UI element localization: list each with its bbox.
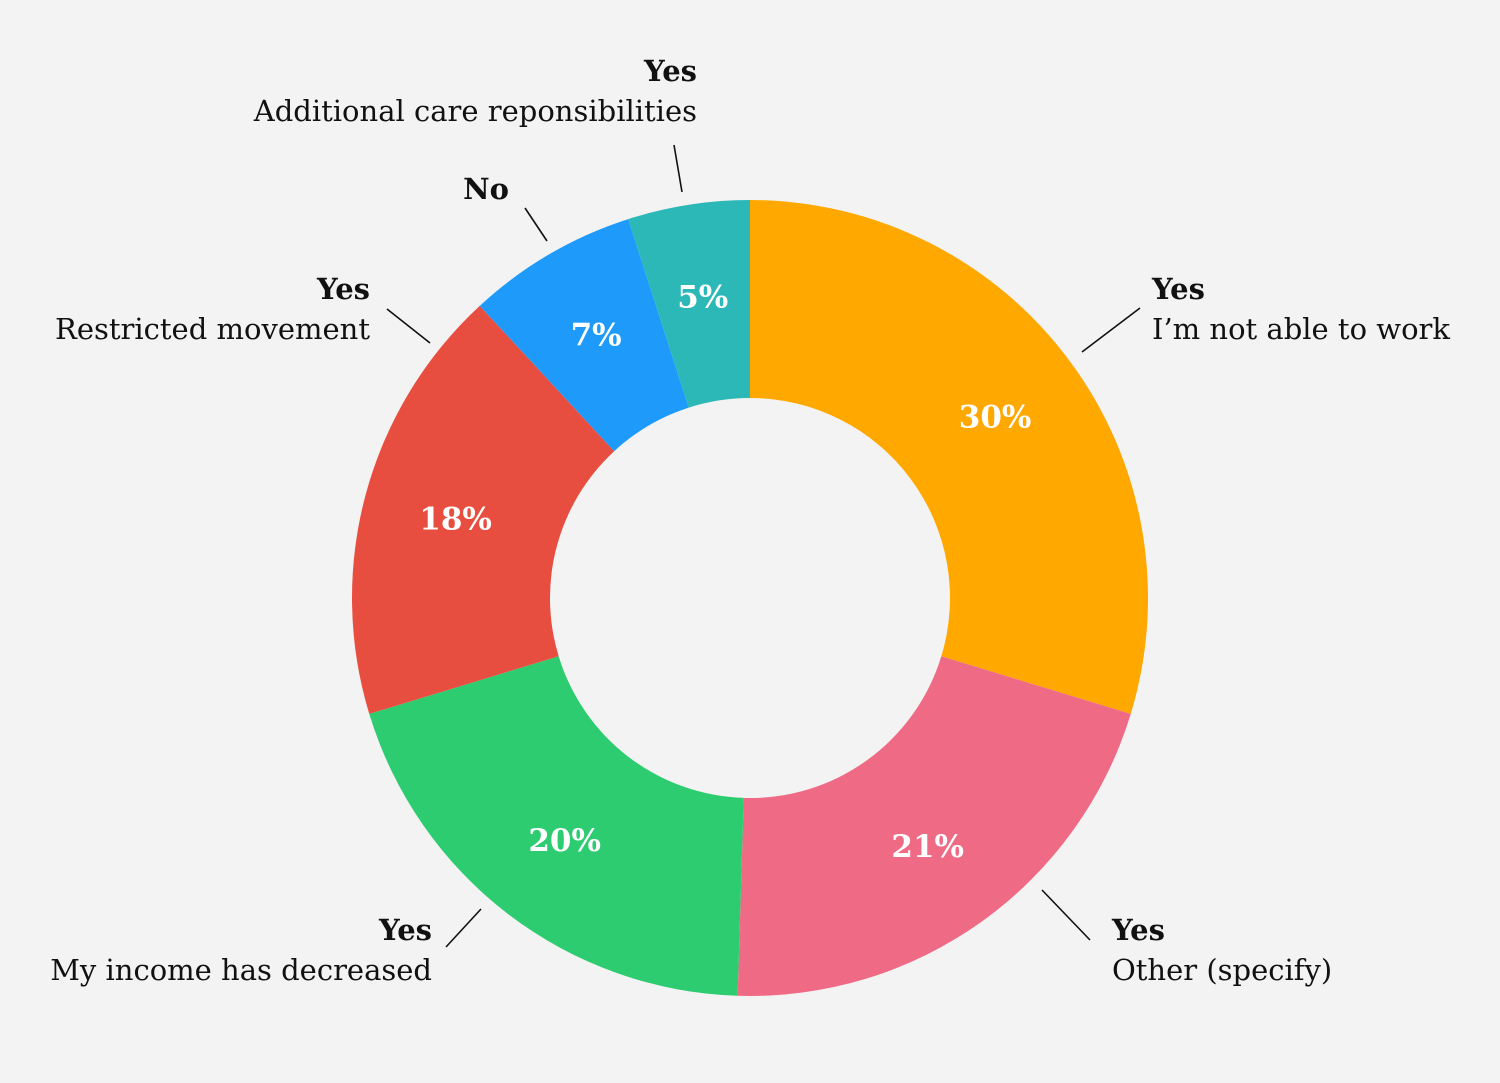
leader-line-3 <box>386 308 431 344</box>
slice-value-label-3: 18% <box>419 501 492 537</box>
category-label-5: Additional care reponsibilities <box>253 94 697 128</box>
donut-slice-1 <box>737 656 1131 996</box>
category-head-2: Yes <box>378 913 432 947</box>
leader-line-5 <box>673 144 683 193</box>
percent-labels-group: 30% 21% 20% 18% 7% 5% <box>419 280 1031 865</box>
slice-value-label-4: 7% <box>571 318 622 354</box>
category-head-3: Yes <box>316 272 370 306</box>
donut-slice-0 <box>750 200 1148 714</box>
slice-value-label-1: 21% <box>891 829 964 865</box>
donut-slice-2 <box>369 656 744 996</box>
category-label-0: I’m not able to work <box>1152 312 1450 346</box>
leader-line-4 <box>524 207 548 242</box>
slices-group <box>351 200 1148 996</box>
slice-value-label-0: 30% <box>959 399 1032 435</box>
category-head-0: Yes <box>1151 272 1205 306</box>
leader-line-0 <box>1081 307 1141 353</box>
leader-line-2 <box>445 908 482 948</box>
slice-value-label-2: 20% <box>528 823 601 859</box>
slice-value-label-5: 5% <box>677 280 728 316</box>
leader-line-1 <box>1041 889 1091 941</box>
leader-lines-group <box>386 144 1141 948</box>
donut-slice-3 <box>351 305 615 714</box>
donut-slice-5 <box>628 200 750 408</box>
category-head-5: Yes <box>643 54 697 88</box>
category-label-3: Restricted movement <box>55 312 370 346</box>
donut-slice-4 <box>479 219 689 452</box>
category-head-1: Yes <box>1111 913 1165 947</box>
category-label-1: Other (specify) <box>1112 953 1332 987</box>
category-head-4: No <box>463 172 509 206</box>
category-labels-group: Yes I’m not able to work Yes Other (specify… <box>50 54 1450 987</box>
category-label-2: My income has decreased <box>50 953 432 987</box>
